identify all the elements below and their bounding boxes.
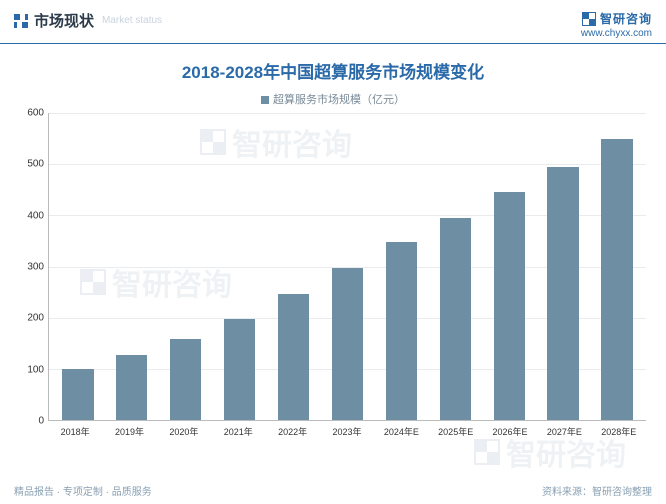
brand-logo-icon: [582, 12, 596, 26]
bar-wrap: [51, 113, 105, 420]
x-tick-label: 2028年E: [592, 421, 646, 443]
bar: [116, 355, 147, 420]
y-tick-label: 500: [12, 159, 44, 170]
y-tick-label: 200: [12, 313, 44, 324]
bar-wrap: [267, 113, 321, 420]
x-axis-labels: 2018年2019年2020年2021年2022年2023年2024年E2025…: [48, 421, 646, 443]
x-tick-label: 2023年: [320, 421, 374, 443]
x-tick-label: 2022年: [265, 421, 319, 443]
bar-wrap: [213, 113, 267, 420]
bar: [170, 339, 201, 420]
x-tick-label: 2024年E: [374, 421, 428, 443]
bar: [547, 167, 578, 420]
brand-block: 智研咨询 www.chyxx.com: [581, 10, 652, 39]
bar: [332, 268, 363, 420]
section-icon: [14, 14, 28, 28]
chart-legend: 超算服务市场规模（亿元）: [0, 91, 666, 107]
x-tick-label: 2019年: [102, 421, 156, 443]
section-title-cn: 市场现状: [34, 10, 94, 31]
bar: [386, 242, 417, 420]
section-title-en: Market status: [102, 15, 162, 26]
bar-wrap: [159, 113, 213, 420]
x-tick-label: 2026年E: [483, 421, 537, 443]
legend-marker-icon: [261, 96, 269, 104]
legend-label: 超算服务市场规模（亿元）: [273, 94, 405, 106]
bar-wrap: [482, 113, 536, 420]
brand: 智研咨询: [581, 10, 652, 27]
bars-container: [49, 113, 646, 420]
y-tick-label: 400: [12, 210, 44, 221]
bar: [62, 369, 93, 420]
x-tick-label: 2025年E: [429, 421, 483, 443]
chart-area: 0100200300400500600 2018年2019年2020年2021年…: [48, 113, 646, 443]
y-tick-label: 0: [12, 416, 44, 427]
bar-wrap: [321, 113, 375, 420]
footer-right: 资料来源：智研咨询整理: [542, 483, 652, 498]
footer: 精品报告 · 专项定制 · 品质服务 资料来源：智研咨询整理: [14, 483, 652, 498]
bar-wrap: [105, 113, 159, 420]
y-tick-label: 300: [12, 262, 44, 273]
plot: [48, 113, 646, 421]
section-heading: 市场现状 Market status: [14, 10, 162, 31]
x-tick-label: 2027年E: [537, 421, 591, 443]
chart-title: 2018-2028年中国超算服务市场规模变化: [0, 58, 666, 83]
bar: [494, 192, 525, 420]
bar: [440, 218, 471, 420]
bar: [224, 319, 255, 420]
y-tick-label: 600: [12, 108, 44, 119]
bar-wrap: [374, 113, 428, 420]
header: 市场现状 Market status 智研咨询 www.chyxx.com: [0, 0, 666, 39]
y-axis: 0100200300400500600: [12, 113, 44, 421]
y-tick-label: 100: [12, 364, 44, 375]
bar-wrap: [536, 113, 590, 420]
bar: [601, 139, 632, 420]
header-rule: [0, 43, 666, 44]
brand-name: 智研咨询: [600, 10, 652, 27]
x-tick-label: 2020年: [157, 421, 211, 443]
brand-url: www.chyxx.com: [581, 28, 652, 39]
bar: [278, 294, 309, 420]
footer-left: 精品报告 · 专项定制 · 品质服务: [14, 483, 152, 498]
x-tick-label: 2018年: [48, 421, 102, 443]
bar-wrap: [428, 113, 482, 420]
x-tick-label: 2021年: [211, 421, 265, 443]
bar-wrap: [590, 113, 644, 420]
